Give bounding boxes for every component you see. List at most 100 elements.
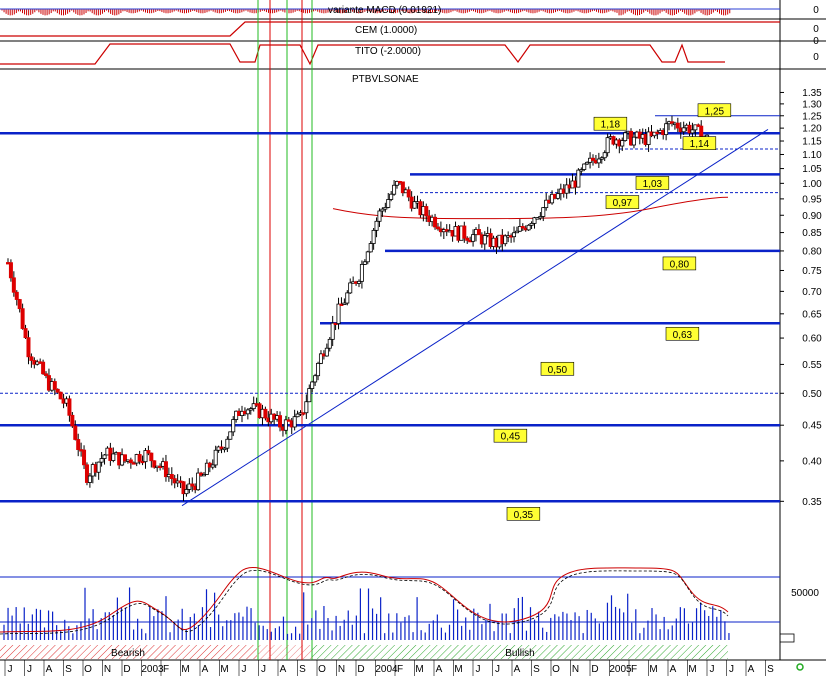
candle-up	[377, 210, 382, 222]
level-label-box	[506, 507, 541, 521]
candle-up	[313, 375, 318, 383]
candle-up	[231, 419, 236, 433]
candle-up	[664, 123, 669, 136]
time-tick-label: M	[181, 664, 189, 675]
time-tick-label: S	[767, 664, 774, 675]
level-label-box	[665, 326, 700, 341]
time-tick-label: M	[649, 664, 657, 675]
moving-average-line	[332, 196, 729, 220]
volume-scale-box	[779, 633, 795, 643]
price-tick-label: 0.70	[802, 287, 822, 298]
macd-title: variante MACD (0.01921)	[328, 5, 441, 16]
candle-down	[20, 308, 25, 329]
candle-down	[14, 291, 19, 300]
candle-down	[23, 328, 28, 339]
candle-up	[184, 489, 189, 495]
time-tick-label: S	[533, 664, 540, 675]
candle-up	[503, 235, 508, 245]
volume-axis-label: 50000	[791, 588, 819, 599]
price-tick-label: 1.20	[802, 124, 822, 135]
candle-up	[514, 230, 519, 234]
candle-up	[681, 127, 686, 133]
tito-title: TITO (-2.0000)	[355, 46, 421, 57]
candle-up	[204, 462, 209, 475]
cem-line	[0, 21, 780, 37]
level-labels: 1,18 1,03 0,80 0,63 0,45 0,35 1,25 1,14 0,97 0,50	[493, 103, 732, 521]
price-tick-label: 0.60	[802, 334, 822, 345]
time-tick-label: M	[415, 664, 423, 675]
candle-up	[210, 464, 215, 468]
cem-title: CEM (1.0000)	[355, 25, 417, 36]
time-tick-label: J	[261, 664, 266, 675]
time-tick-label: J	[729, 664, 734, 675]
candle-up	[330, 322, 335, 340]
volume-bars	[3, 587, 730, 640]
annotation-label: 0,97	[613, 198, 633, 209]
candle-up	[316, 362, 321, 377]
candle-down	[29, 356, 34, 361]
time-tick-label: 2004	[375, 664, 398, 675]
price-tick-label: 0.65	[802, 309, 822, 320]
candle-up	[324, 347, 329, 357]
time-tick-label: A	[46, 664, 53, 675]
candle-up	[585, 161, 590, 165]
candle-down	[26, 337, 31, 358]
candle-down	[181, 481, 186, 495]
candle-down	[424, 206, 429, 217]
time-tick-label: 2003	[141, 664, 164, 675]
level-label: 0,45	[501, 432, 521, 443]
time-tick-label: A	[670, 664, 677, 675]
level-label-box	[662, 256, 697, 271]
annotation-label: 1,14	[690, 139, 710, 150]
candle-down	[278, 415, 283, 428]
candle-up	[599, 157, 604, 160]
candle-up	[248, 408, 253, 411]
time-tick-label: M	[688, 664, 696, 675]
time-tick-label: N	[104, 664, 111, 675]
candle-up	[512, 232, 517, 238]
candle-up	[225, 438, 230, 449]
level-label: 0,35	[514, 510, 534, 521]
candle-down	[669, 121, 674, 124]
candle-down	[41, 361, 46, 375]
price-tick-label: 1.30	[802, 99, 822, 110]
price-tick-label: 0.90	[802, 211, 822, 222]
price-axis: 1.351.301.25 1.20 1.15 1.10 1.05 1.00 0.95 0.90…	[780, 88, 822, 508]
mixed-band	[258, 645, 312, 659]
candle-down	[70, 414, 75, 427]
candle-down	[131, 462, 136, 465]
candle-up	[99, 458, 104, 463]
time-tick-label: A	[748, 664, 755, 675]
candle-down	[158, 465, 163, 469]
candle-down	[17, 299, 22, 310]
level-label-box	[593, 116, 628, 131]
time-tick-label: J	[27, 664, 32, 675]
candle-up	[555, 193, 560, 199]
candle-down	[73, 425, 78, 440]
price-tick-label: 1.00	[802, 179, 822, 190]
candle-up	[318, 353, 323, 364]
candle-up	[310, 381, 315, 389]
time-tick-label: D	[123, 664, 130, 675]
candle-down	[163, 461, 168, 478]
price-tick-label: 0.95	[802, 194, 822, 205]
bearish-band	[0, 645, 257, 659]
candle-down	[11, 277, 16, 293]
candle-down	[687, 124, 692, 134]
candle-up	[348, 282, 353, 294]
signal-lines	[257, 0, 313, 660]
time-axis: J J A S O N D 2003 F M A M J J A S O N D 2004 F M A M J J A S O N D 200…	[4, 660, 774, 676]
candle-up	[576, 169, 581, 188]
candle-down	[8, 262, 13, 279]
candle-up	[362, 261, 367, 265]
candle-up	[383, 207, 388, 210]
candle-up	[380, 208, 385, 212]
candle-up	[196, 472, 201, 491]
time-tick-label: A	[280, 664, 287, 675]
price-tick-label: 0.40	[802, 456, 822, 467]
candle-up	[295, 413, 300, 418]
candle-down	[58, 391, 63, 400]
candle-up	[307, 388, 312, 403]
candle-down	[137, 454, 142, 462]
time-tick-label: A	[202, 664, 209, 675]
